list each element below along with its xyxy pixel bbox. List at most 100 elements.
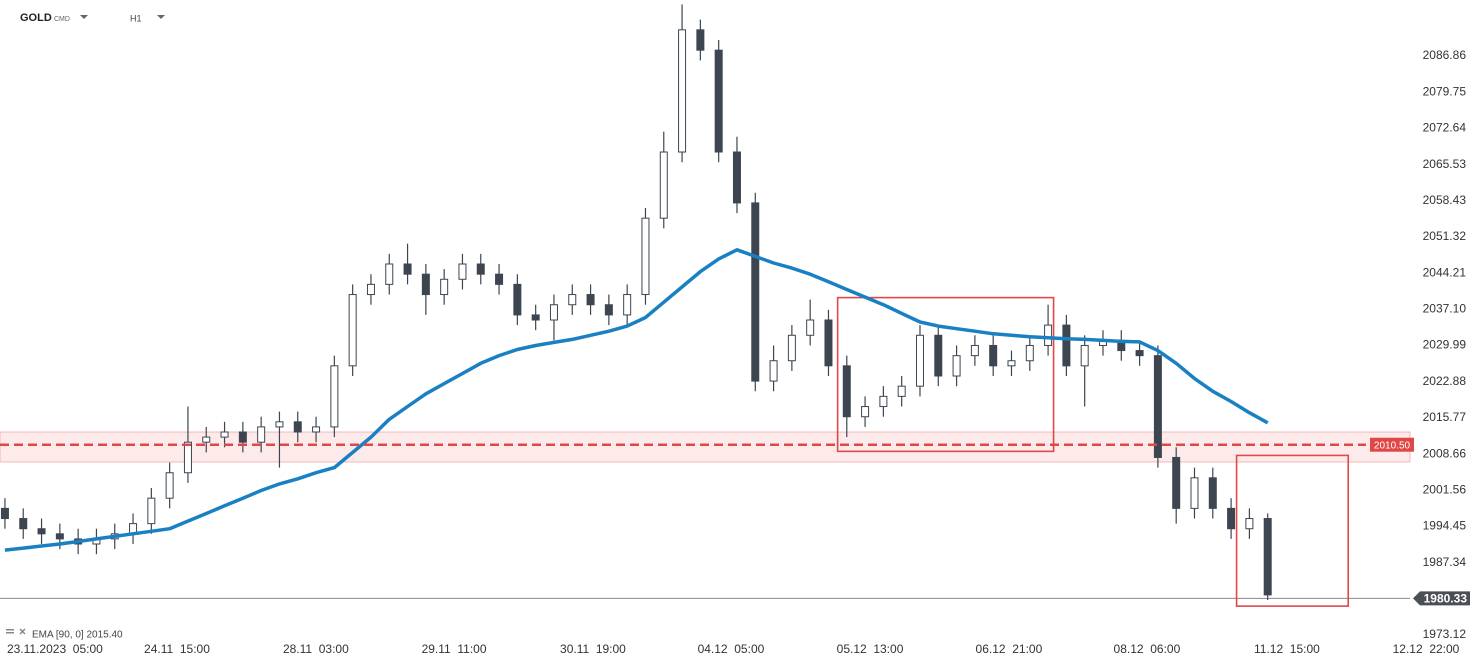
candle-body [549, 304, 558, 321]
dropdown-arrow[interactable] [157, 15, 165, 19]
level-tag [1370, 437, 1414, 452]
candle-body [293, 421, 302, 433]
candle-body [440, 278, 449, 296]
x-tick-label: 08.12 06:00 [1114, 642, 1181, 656]
dropdown-arrow[interactable] [80, 15, 88, 19]
x-tick-label: 11.12 15:00 [1254, 642, 1320, 656]
y-tick-label: 2058.43 [1423, 193, 1467, 207]
candle-body [421, 273, 430, 296]
candle-body [19, 518, 28, 530]
candle-body [604, 304, 613, 316]
legend-icons[interactable] [6, 628, 26, 635]
candle-body [751, 202, 760, 382]
candle-body [586, 294, 595, 306]
candle-body [568, 294, 577, 306]
x-tick-label: 23.11.2023 05:00 [7, 642, 103, 656]
candle-body [1025, 344, 1034, 362]
y-tick-label: 2037.10 [1423, 301, 1467, 315]
zone-box [836, 296, 1055, 453]
plot: 2010.50 2086.86 2079.75 2072.64 2065.53 2058.… [0, 4, 1470, 656]
candle-body [183, 441, 192, 474]
candle-body [678, 29, 687, 153]
y-tick-label: 2015.77 [1423, 410, 1467, 424]
candle-body [1007, 360, 1016, 367]
candle-body [312, 426, 321, 433]
support-band [0, 431, 1411, 463]
symbol[interactable]: GOLD [20, 12, 52, 24]
y-tick-label: 2065.53 [1423, 157, 1467, 171]
candle-body [970, 344, 979, 357]
x-tick-label: 30.11 19:00 [560, 642, 626, 656]
candle-body [769, 360, 778, 382]
candle-body [1080, 344, 1089, 367]
candle-body [1208, 477, 1217, 509]
y-tick-label: 2001.56 [1423, 482, 1467, 496]
candle-body [1172, 456, 1181, 509]
x-tick-label: 29.11 11:00 [422, 642, 487, 656]
candle-body [0, 507, 9, 520]
candle-body [732, 151, 741, 204]
x-tick-label: 06.12 21:00 [976, 642, 1043, 656]
candle-body [641, 217, 650, 296]
candle-body [165, 472, 174, 499]
x-tick-label: 24.11 15:00 [144, 642, 210, 656]
candle-body [147, 497, 156, 525]
candle-body [952, 355, 961, 377]
candle-body [696, 29, 705, 51]
candle-body [915, 334, 924, 387]
y-tick-label: 2072.64 [1423, 121, 1467, 135]
candle-body [531, 314, 540, 321]
candle-body [220, 431, 229, 438]
candle-body [879, 395, 888, 408]
candle-body [714, 49, 723, 153]
y-tick-label: 1994.45 [1423, 519, 1467, 533]
candle-body [1263, 518, 1272, 596]
candle-body [275, 421, 284, 428]
y-tick-label: 1973.12 [1423, 627, 1467, 641]
timeframe[interactable]: H1 [130, 13, 142, 23]
x-tick-label: 12.12 22:00 [1393, 642, 1460, 656]
x-tick-label: 28.11 03:00 [283, 642, 349, 656]
candle-body [659, 151, 668, 219]
candle-body [403, 263, 412, 275]
candle-body [1227, 507, 1236, 530]
candle-body [1044, 324, 1053, 346]
candle-body [1153, 355, 1162, 458]
candle-body [476, 263, 485, 275]
candle-body [238, 431, 247, 443]
candle-body [989, 344, 998, 367]
candle-body [257, 426, 266, 443]
last-price-tag [1413, 591, 1470, 606]
candle-body [787, 334, 796, 362]
y-tick-label: 2022.88 [1423, 374, 1467, 388]
candle-body [1135, 350, 1144, 357]
ema-legend: EMA [90, 0] 2015.40 [32, 630, 123, 641]
candle-body [806, 319, 815, 336]
candle-body [513, 283, 522, 316]
candle-body [1062, 324, 1071, 367]
candle-body [1190, 477, 1199, 509]
candle-body [458, 263, 467, 280]
candle-body [1245, 518, 1254, 530]
candle-body [934, 334, 943, 377]
ema-line [4, 248, 1269, 552]
last-price-label: 1980.33 [1424, 591, 1468, 605]
candle-body [495, 273, 504, 285]
level-label: 2010.50 [1374, 440, 1411, 451]
candle-body [385, 263, 394, 285]
y-tick-label: 2029.99 [1423, 338, 1467, 352]
x-tick-label: 05.12 13:00 [837, 642, 904, 656]
y-tick-label: 2044.21 [1423, 265, 1467, 279]
candle-body [202, 436, 211, 443]
y-tick-label: 2079.75 [1423, 84, 1467, 98]
candle-body [623, 294, 632, 316]
candle-body [55, 533, 64, 540]
zone-box [1235, 454, 1350, 607]
candle-body [330, 365, 339, 428]
y-tick-label: 1987.34 [1423, 555, 1467, 569]
candle-body [366, 283, 375, 296]
candle-body [37, 528, 46, 535]
x-tick-label: 04.12 05:00 [698, 642, 765, 656]
market: CMD [54, 16, 70, 23]
